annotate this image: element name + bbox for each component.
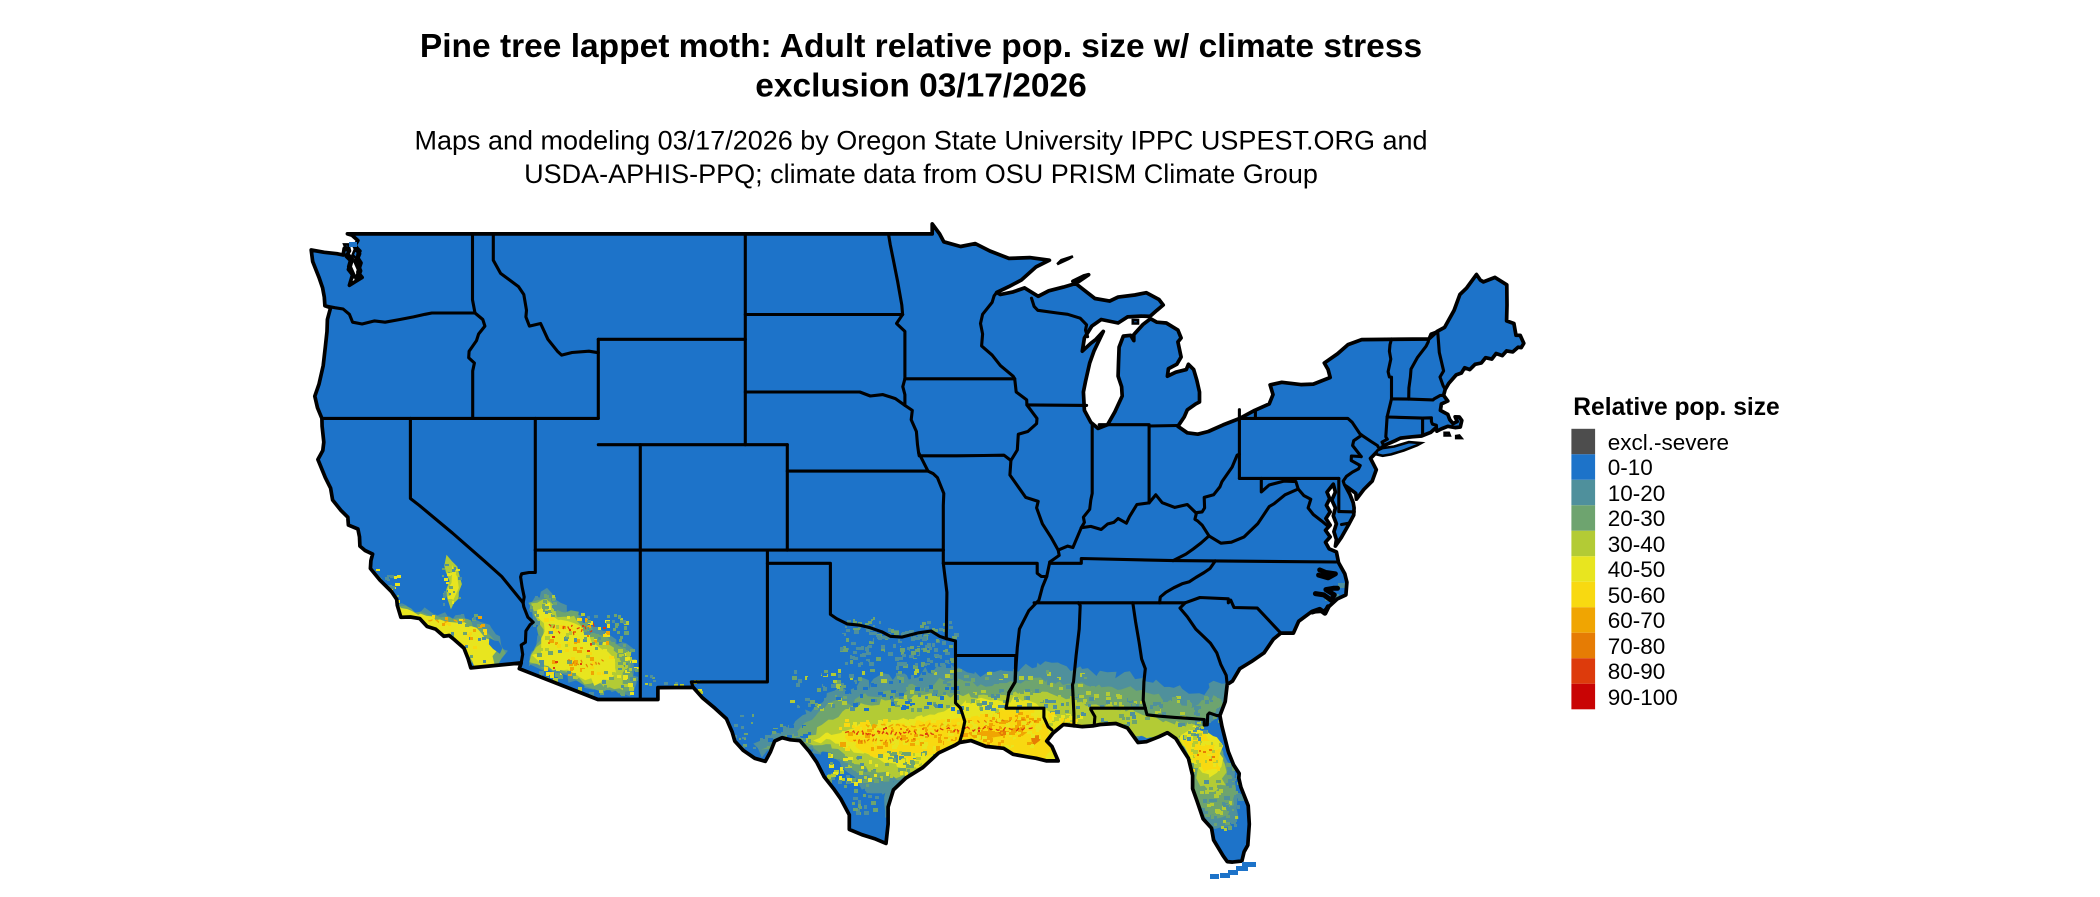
svg-text:Relative pop. size: Relative pop. size — [1573, 394, 1779, 421]
svg-text:70-80: 70-80 — [1608, 634, 1666, 659]
svg-text:Maps and modeling 03/17/2026 b: Maps and modeling 03/17/2026 by Oregon S… — [414, 125, 1427, 155]
svg-text:40-50: 40-50 — [1608, 557, 1666, 582]
svg-text:20-30: 20-30 — [1608, 506, 1666, 531]
svg-text:Pine tree lappet moth: Adult r: Pine tree lappet moth: Adult relative po… — [420, 28, 1422, 65]
svg-text:30-40: 30-40 — [1608, 532, 1666, 557]
svg-text:90-100: 90-100 — [1608, 685, 1678, 710]
svg-text:80-90: 80-90 — [1608, 659, 1666, 684]
svg-text:60-70: 60-70 — [1608, 608, 1666, 633]
svg-text:50-60: 50-60 — [1608, 583, 1666, 608]
svg-text:exclusion 03/17/2026: exclusion 03/17/2026 — [755, 67, 1087, 104]
svg-text:10-20: 10-20 — [1608, 481, 1666, 506]
svg-text:USDA-APHIS-PPQ; climate data f: USDA-APHIS-PPQ; climate data from OSU PR… — [524, 159, 1318, 189]
svg-text:0-10: 0-10 — [1608, 455, 1653, 480]
svg-text:excl.-severe: excl.-severe — [1608, 430, 1729, 455]
